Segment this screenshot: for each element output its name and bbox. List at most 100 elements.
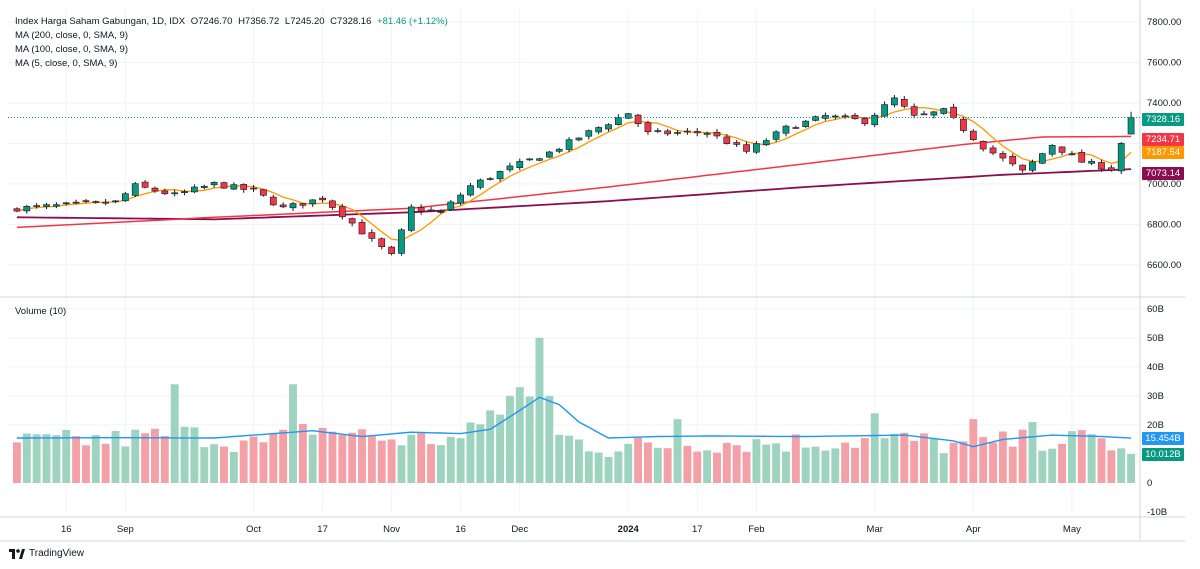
candle xyxy=(871,112,879,128)
candle-body xyxy=(269,196,277,206)
candle-body xyxy=(585,130,593,137)
candle-body xyxy=(782,125,790,134)
volume-bars xyxy=(12,337,1136,483)
candle-body xyxy=(723,136,731,144)
candle-body xyxy=(43,204,50,207)
candle xyxy=(151,186,159,193)
volume-bar xyxy=(160,436,169,483)
volume-bar xyxy=(52,435,61,483)
candle xyxy=(989,145,997,156)
candle-body xyxy=(516,161,524,168)
candle xyxy=(476,178,484,190)
candle xyxy=(368,229,376,242)
candle xyxy=(23,204,31,214)
volume-bar xyxy=(505,395,514,483)
volume-bar xyxy=(1077,430,1086,483)
candle-body xyxy=(881,104,888,117)
volume-bar xyxy=(515,387,524,483)
candle xyxy=(299,202,307,209)
candle xyxy=(930,110,938,119)
candle xyxy=(802,120,810,128)
candle-body xyxy=(693,131,701,134)
volume-bar xyxy=(555,434,564,483)
candle xyxy=(437,209,445,214)
ohlc-high: H7356.72 xyxy=(238,16,280,27)
volume-bar xyxy=(565,435,574,483)
ma100-legend[interactable]: MA (100, close, 0, SMA, 9) xyxy=(15,44,128,55)
candle xyxy=(210,181,218,188)
volume-bar xyxy=(713,452,721,483)
volume-bar xyxy=(1127,453,1136,483)
candle-body xyxy=(427,209,435,212)
candle xyxy=(703,131,711,138)
candle xyxy=(634,113,642,127)
volume-bar xyxy=(1067,431,1076,483)
candle-body xyxy=(407,206,415,231)
volume-bar xyxy=(910,440,919,483)
candle xyxy=(457,192,464,206)
candle xyxy=(427,206,435,212)
ma200-legend[interactable]: MA (200, close, 0, SMA, 9) xyxy=(15,30,128,41)
candle xyxy=(861,117,869,127)
time-tick-label: 17 xyxy=(692,524,703,535)
candle-body xyxy=(565,139,573,150)
candle-body xyxy=(950,106,957,118)
candle-body xyxy=(112,200,119,203)
time-tick-label: Sep xyxy=(117,524,134,535)
candle xyxy=(1019,164,1026,173)
candle-body xyxy=(1107,167,1115,171)
candlesticks xyxy=(13,95,1135,256)
candle-body xyxy=(575,137,583,141)
volume-bar xyxy=(91,435,100,483)
volume-bar xyxy=(673,419,682,483)
candle xyxy=(782,124,790,137)
candle xyxy=(338,203,346,220)
candle xyxy=(279,202,287,209)
volume-bar xyxy=(1008,446,1017,483)
candle xyxy=(240,183,248,193)
candle xyxy=(1068,151,1076,156)
candle-body xyxy=(1127,117,1135,135)
volume-tick-label: 20B xyxy=(1147,420,1164,431)
candle xyxy=(496,170,504,182)
volume-bar xyxy=(387,439,396,483)
tradingview-brand[interactable]: TradingView xyxy=(9,548,84,559)
symbol-title[interactable]: Index Harga Saham Gabungan, 1D, IDX xyxy=(15,16,186,27)
candle xyxy=(743,141,750,154)
candle-body xyxy=(53,204,60,207)
time-tick-label: May xyxy=(1063,524,1081,535)
candle-body xyxy=(358,222,366,235)
candle xyxy=(693,128,701,137)
candle xyxy=(348,217,356,227)
volume-bar xyxy=(22,433,31,483)
volume-bar xyxy=(1117,448,1126,483)
candle xyxy=(112,200,119,204)
ma5-legend[interactable]: MA (5, close, 0, SMA, 9) xyxy=(15,58,118,69)
candle xyxy=(812,115,819,122)
candle xyxy=(1098,159,1105,172)
volume-bar xyxy=(920,433,928,483)
volume-bar xyxy=(298,424,307,483)
volume-bar xyxy=(466,422,475,483)
candle-body xyxy=(812,116,819,121)
candle-body xyxy=(181,191,188,194)
candle-body xyxy=(684,130,691,133)
volume-bar xyxy=(939,453,948,483)
volume-bar xyxy=(190,427,199,483)
volume-bar xyxy=(1038,450,1047,483)
volume-bar xyxy=(732,445,741,483)
volume-legend[interactable]: Volume (10) xyxy=(15,306,67,317)
candle xyxy=(191,184,198,194)
volume-bar xyxy=(634,437,643,483)
candle-body xyxy=(131,183,139,196)
volume-bar xyxy=(851,447,859,483)
candle-body xyxy=(654,130,662,132)
candle-body xyxy=(260,189,267,196)
candle-body xyxy=(861,118,869,125)
candle-body xyxy=(329,200,336,208)
candle-body xyxy=(1029,161,1036,171)
volume-badge-ma: 15.454B xyxy=(1142,432,1184,445)
volume-bar xyxy=(141,433,150,483)
candle xyxy=(72,199,80,205)
